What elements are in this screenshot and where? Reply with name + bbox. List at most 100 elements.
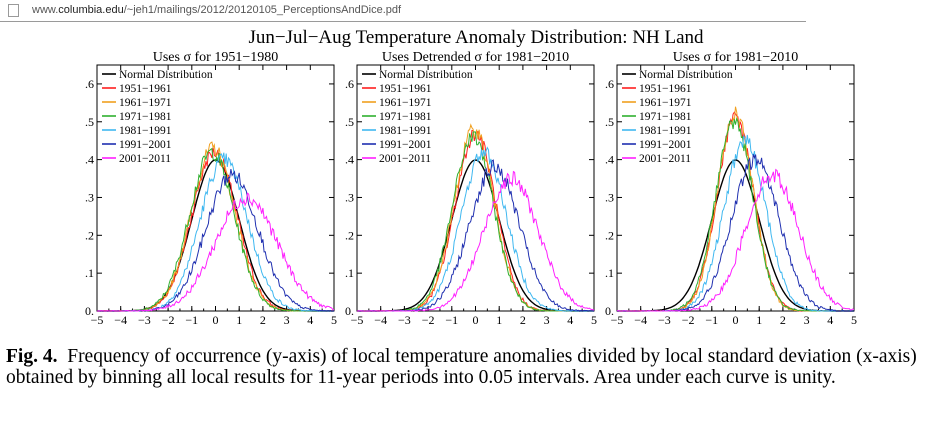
- legend-label: 1971−1981: [379, 111, 432, 123]
- y-tick-label: .3: [345, 190, 354, 204]
- url-text[interactable]: www.columbia.edu/~jeh1/mailings/2012/201…: [32, 4, 402, 16]
- y-tick-label: .6: [85, 77, 94, 91]
- figure: Jun−Jul−Aug Temperature Anomaly Distribu…: [85, 27, 857, 327]
- series-line-2001-2011: [357, 170, 595, 312]
- address-bar[interactable]: www.columbia.edu/~jeh1/mailings/2012/201…: [0, 0, 806, 22]
- y-tick-label: 0.: [85, 304, 94, 318]
- x-tick-label: −2: [682, 313, 695, 327]
- x-tick-label: 4: [827, 313, 833, 327]
- legend-label: 1961−1971: [639, 97, 692, 109]
- x-tick-label: 3: [284, 313, 290, 327]
- x-tick-label: 5: [331, 313, 337, 327]
- y-tick-label: .4: [85, 153, 94, 167]
- legend-label: Normal Distribution: [639, 69, 733, 81]
- x-tick-label: 0: [733, 313, 739, 327]
- legend-label: 1951−1961: [639, 83, 692, 95]
- x-tick-label: 0: [473, 313, 479, 327]
- legend: Normal Distribution 1951−1961 1961−1971 197…: [102, 69, 213, 165]
- panel-1: Uses σ for 1951−1980 −5 −4 −3 −2 −1 0 1 2 3 4 5 0. .1…: [85, 50, 337, 327]
- x-tick-label: 4: [307, 313, 313, 327]
- y-tick-label: .3: [85, 190, 94, 204]
- x-tick-label: 3: [544, 313, 550, 327]
- x-tick-label: −5: [91, 313, 104, 327]
- legend-label: 1951−1961: [379, 83, 432, 95]
- legend-label: 1961−1971: [119, 97, 172, 109]
- panel-title: Uses Detrended σ for 1981−2010: [382, 50, 569, 65]
- series-line-2001-2011: [97, 192, 335, 312]
- y-tick-label: .1: [85, 266, 94, 280]
- series-line-normal-distribution: [97, 159, 334, 312]
- y-tick-label: .5: [85, 115, 94, 129]
- legend-label: 1961−1971: [379, 97, 432, 109]
- series-line-2001-2011: [616, 168, 855, 312]
- legend-label: 2001−2011: [379, 153, 431, 165]
- x-tick-label: 5: [851, 313, 857, 327]
- x-tick-label: −4: [114, 313, 127, 327]
- legend-label: Normal Distribution: [119, 69, 213, 81]
- legend-label: Normal Distribution: [379, 69, 473, 81]
- x-tick-label: −3: [658, 313, 671, 327]
- x-tick-label: −1: [185, 313, 198, 327]
- x-tick-label: −1: [445, 313, 458, 327]
- y-tick-label: .4: [605, 153, 614, 167]
- legend: Normal Distribution 1951−1961 1961−1971 197…: [622, 69, 733, 165]
- y-tick-label: .1: [345, 266, 354, 280]
- figure-caption: Fig. 4. Frequency of occurrence (y-axis)…: [6, 346, 934, 388]
- y-tick-label: .2: [85, 228, 94, 242]
- legend-label: 2001−2011: [119, 153, 171, 165]
- x-tick-label: −4: [634, 313, 647, 327]
- x-tick-label: 5: [591, 313, 597, 327]
- x-tick-label: 2: [520, 313, 526, 327]
- y-tick-label: .6: [605, 77, 614, 91]
- legend-label: 1981−1991: [119, 125, 172, 137]
- x-tick-label: 4: [567, 313, 573, 327]
- legend-label: 1951−1961: [119, 83, 172, 95]
- legend: Normal Distribution 1951−1961 1961−1971 197…: [362, 69, 473, 165]
- x-tick-label: −5: [351, 313, 364, 327]
- page-icon: [8, 4, 19, 17]
- x-tick-label: −4: [374, 313, 387, 327]
- legend-label: 1981−1991: [639, 125, 692, 137]
- x-tick-label: 3: [804, 313, 810, 327]
- legend-label: 1991−2001: [379, 139, 432, 151]
- figure-title: Jun−Jul−Aug Temperature Anomaly Distribu…: [248, 27, 704, 48]
- x-tick-label: 1: [496, 313, 502, 327]
- x-tick-label: −2: [162, 313, 175, 327]
- panel-3: Uses σ for 1981−2010 −5 −4 −3 −2 −1 0 1 2 3 4 5 0. .1…: [605, 50, 857, 327]
- series-line-1991-2001: [357, 159, 595, 312]
- series-line-1971-1981: [97, 147, 334, 312]
- y-tick-label: .1: [605, 266, 614, 280]
- panel-title: Uses σ for 1951−1980: [153, 50, 279, 65]
- x-tick-label: 1: [236, 313, 242, 327]
- x-tick-label: 0: [213, 313, 219, 327]
- series-line-normal-distribution: [357, 159, 594, 312]
- x-tick-label: 1: [756, 313, 762, 327]
- y-tick-label: 0.: [605, 304, 614, 318]
- x-tick-label: −3: [398, 313, 411, 327]
- series-line-1981-1991: [97, 152, 334, 312]
- y-tick-label: .2: [345, 228, 354, 242]
- y-tick-label: .3: [605, 190, 614, 204]
- series-line-1981-1991: [357, 146, 594, 312]
- caption-text: Frequency of occurrence (y-axis) of loca…: [6, 346, 917, 388]
- x-tick-label: 2: [260, 313, 266, 327]
- x-tick-label: −3: [138, 313, 151, 327]
- panel-title: Uses σ for 1981−2010: [673, 50, 799, 65]
- x-tick-label: −5: [611, 313, 624, 327]
- series-line-normal-distribution: [617, 159, 854, 312]
- legend-label: 1971−1981: [119, 111, 172, 123]
- legend-label: 2001−2011: [639, 153, 691, 165]
- legend-label: 1991−2001: [119, 139, 172, 151]
- y-tick-label: .4: [345, 153, 354, 167]
- legend-label: 1971−1981: [639, 111, 692, 123]
- legend-label: 1991−2001: [639, 139, 692, 151]
- y-tick-label: .6: [345, 77, 354, 91]
- x-tick-label: 2: [780, 313, 786, 327]
- y-tick-label: .2: [605, 228, 614, 242]
- y-tick-label: .5: [605, 115, 614, 129]
- caption-label: Fig. 4.: [6, 346, 58, 367]
- series-line-1991-2001: [617, 154, 854, 312]
- y-tick-label: 0.: [345, 304, 354, 318]
- panel-2: Uses Detrended σ for 1981−2010 −5 −4 −3 −2 −1…: [345, 50, 597, 327]
- x-tick-label: −1: [705, 313, 718, 327]
